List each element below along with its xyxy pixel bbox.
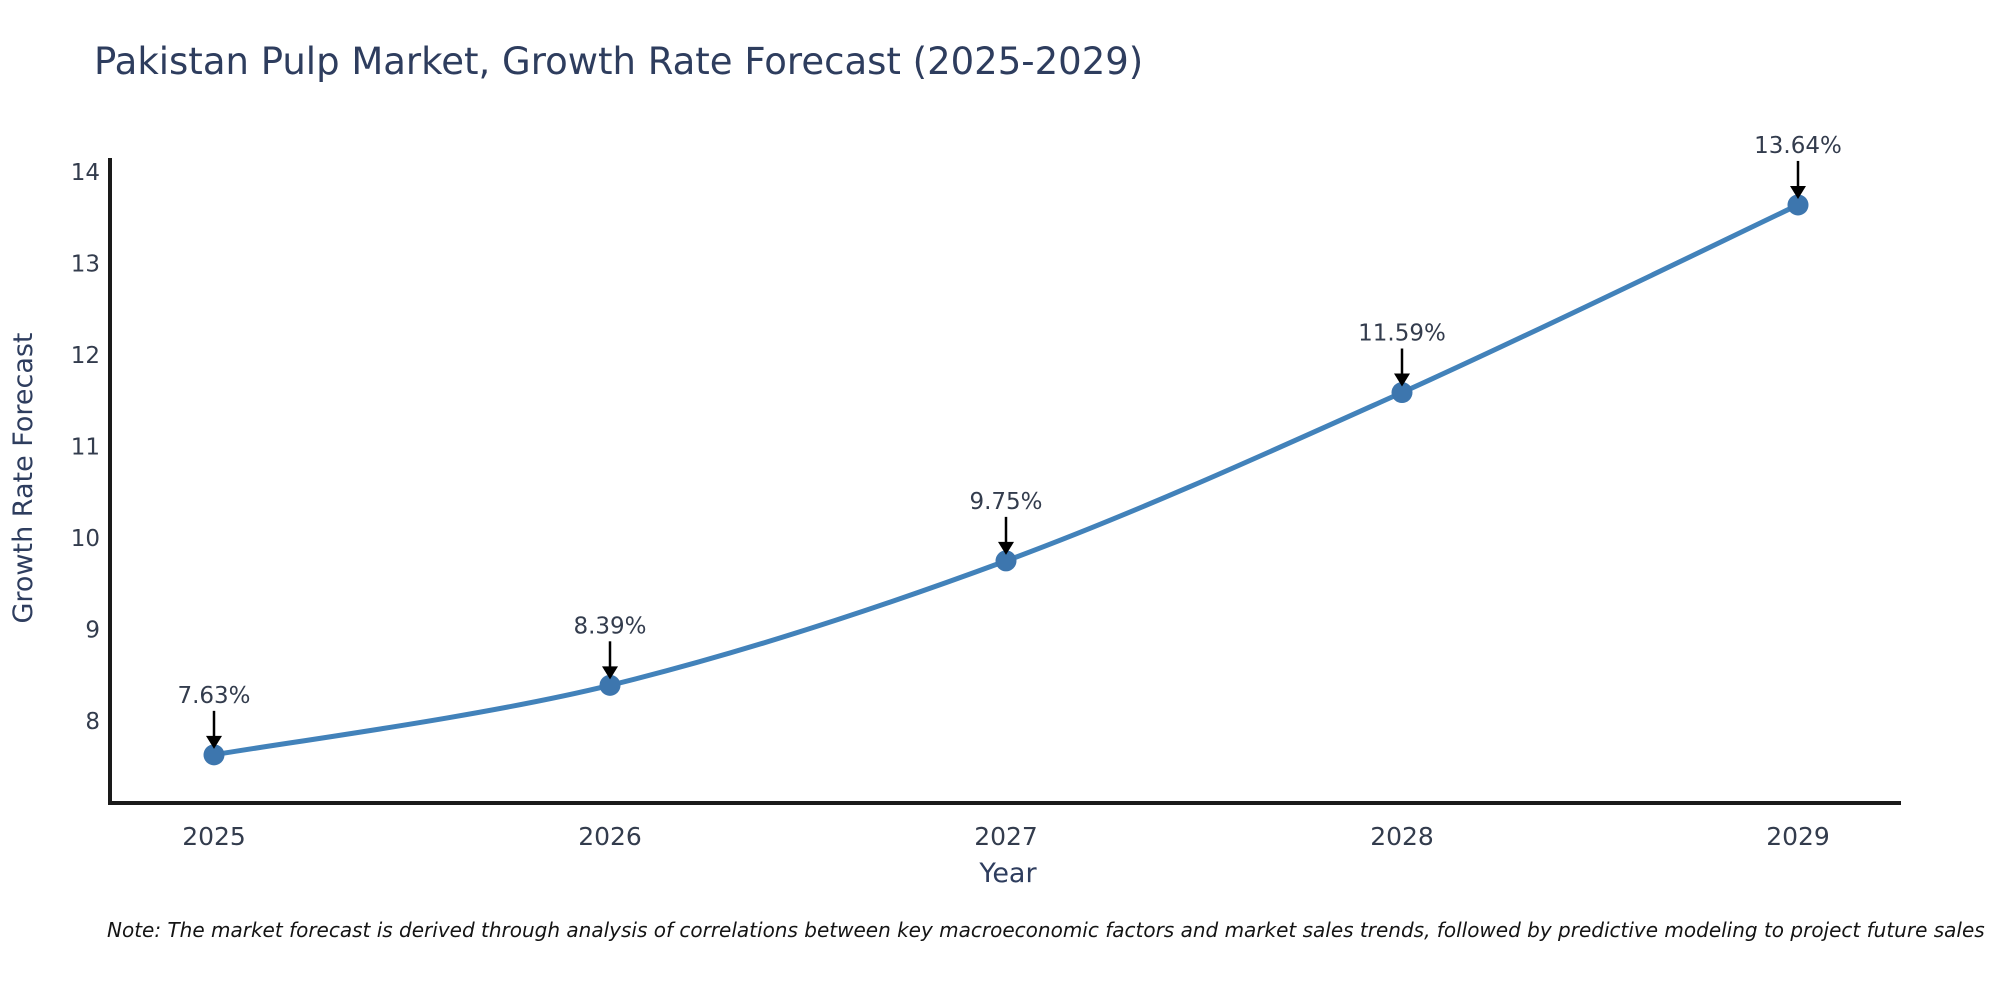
- annotation-arrowhead-icon: [998, 541, 1014, 555]
- data-point-marker: [203, 744, 225, 766]
- y-tick-label: 8: [85, 709, 100, 735]
- point-value-label: 9.75%: [969, 489, 1042, 515]
- annotation-arrowhead-icon: [206, 735, 222, 749]
- data-point-marker: [599, 674, 621, 696]
- point-value-label: 8.39%: [573, 613, 646, 639]
- chart-title: Pakistan Pulp Market, Growth Rate Foreca…: [94, 40, 1144, 83]
- x-axis-title: Year: [979, 858, 1037, 889]
- data-point-marker: [1787, 194, 1809, 216]
- x-tick-label: 2025: [182, 822, 246, 851]
- axes-spines: [108, 158, 1901, 805]
- data-point-marker: [1391, 382, 1413, 404]
- data-point-marker: [995, 550, 1017, 572]
- forecast-line: [211, 202, 1801, 758]
- point-value-label: 11.59%: [1358, 321, 1446, 347]
- point-value-label: 13.64%: [1754, 133, 1842, 159]
- y-tick-label: 14: [71, 160, 100, 186]
- x-tick-label: 2029: [1766, 822, 1830, 851]
- footnote: Note: The market forecast is derived thr…: [107, 918, 1985, 942]
- annotation-arrowhead-icon: [602, 666, 618, 680]
- y-tick-label: 12: [71, 343, 100, 369]
- x-tick-label: 2028: [1370, 822, 1434, 851]
- y-tick-label: 11: [71, 435, 100, 461]
- y-tick-label: 10: [71, 526, 100, 552]
- y-tick-label: 9: [85, 618, 100, 644]
- annotation-arrowhead-icon: [1394, 373, 1410, 387]
- x-tick-label: 2026: [578, 822, 642, 851]
- point-value-label: 7.63%: [177, 683, 250, 709]
- x-tick-label: 2027: [974, 822, 1038, 851]
- y-tick-label: 13: [71, 252, 100, 278]
- annotation-arrowhead-icon: [1790, 185, 1806, 199]
